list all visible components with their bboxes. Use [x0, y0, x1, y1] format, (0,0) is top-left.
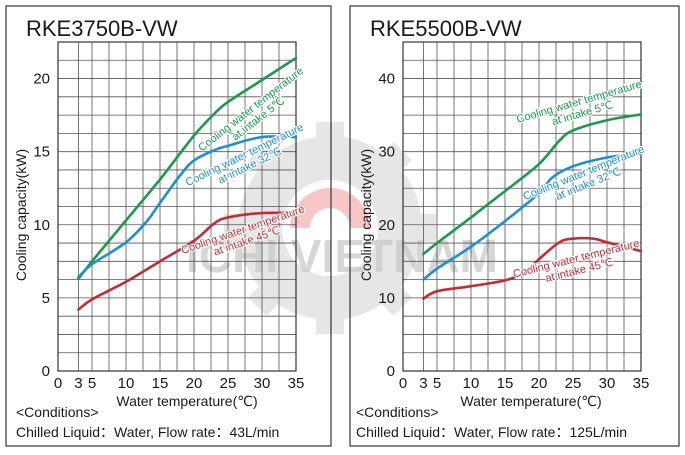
series-line-green: [77, 56, 298, 281]
conditions-text: Chilled Liquid：Water, Flow rate：125L/min: [356, 424, 627, 440]
x-tick-label: 3: [419, 375, 427, 392]
y-tick-label: 0: [387, 363, 395, 380]
gridlines: [58, 41, 297, 371]
panel-frame: [5, 5, 332, 447]
conditions-label: <Conditions>: [356, 404, 439, 420]
x-tick-label: 5: [433, 375, 441, 392]
plot-frame: [402, 41, 642, 372]
x-tick-label: 10: [118, 375, 135, 392]
y-tick-label: 0: [42, 363, 50, 380]
x-tick-label: 20: [531, 375, 548, 392]
x-tick-label: 0: [54, 375, 62, 392]
watermark-text: ICHI VIETNAM: [186, 230, 498, 282]
x-tick-label: 25: [220, 375, 237, 392]
plot-frame: [57, 41, 297, 372]
y-tick-label: 10: [378, 290, 395, 307]
conditions-label: <Conditions>: [16, 404, 99, 420]
x-tick-label: 25: [565, 375, 582, 392]
x-axis-label: Water temperature(℃): [460, 393, 601, 409]
x-tick-label: 10: [463, 375, 480, 392]
x-tick-labels: 0 3 5 10 15 20 25 30 35: [54, 375, 305, 392]
x-tick-label: 15: [152, 375, 169, 392]
x-tick-label: 35: [288, 375, 305, 392]
x-tick-label: 20: [186, 375, 203, 392]
y-tick-labels: 0 10 20 30 40: [378, 71, 395, 380]
y-tick-label: 5: [42, 290, 50, 307]
y-axis-label: Cooling capacity(kW): [13, 149, 29, 281]
series-line-red: [77, 211, 298, 311]
series-line-blue: [77, 135, 298, 279]
y-tick-label: 20: [378, 217, 395, 234]
chart-title: RKE3750B-VW: [26, 16, 178, 41]
x-tick-label: 15: [497, 375, 514, 392]
x-tick-label: 5: [88, 375, 96, 392]
y-axis-label: Cooling capacity(kW): [358, 149, 374, 281]
series-line-green: [422, 113, 643, 256]
panel-frame: [349, 5, 680, 447]
x-axis-label: Water temperature(℃): [116, 393, 257, 409]
chart-title: RKE5500B-VW: [370, 16, 522, 41]
y-tick-label: 10: [33, 217, 50, 234]
y-tick-label: 40: [378, 71, 395, 88]
y-tick-label: 20: [33, 71, 50, 88]
x-tick-label: 30: [599, 375, 616, 392]
y-tick-label: 30: [378, 144, 395, 161]
gear-watermark-icon: [224, 122, 436, 334]
x-tick-label: 3: [74, 375, 82, 392]
x-tick-label: 0: [399, 375, 407, 392]
x-tick-labels: 0 3 5 10 15 20 25 30 35: [399, 375, 650, 392]
conditions-text: Chilled Liquid：Water, Flow rate：43L/min: [16, 424, 279, 440]
watermark: ICHI VIETNAM: [186, 122, 498, 334]
annotation-line: Cooling water temperature: [522, 143, 647, 203]
y-tick-labels: 0 5 10 15 20: [33, 71, 50, 380]
x-tick-label: 30: [254, 375, 271, 392]
x-tick-label: 35: [633, 375, 650, 392]
series-line-blue: [422, 151, 643, 281]
y-tick-label: 15: [33, 144, 50, 161]
series-line-red: [422, 236, 643, 300]
